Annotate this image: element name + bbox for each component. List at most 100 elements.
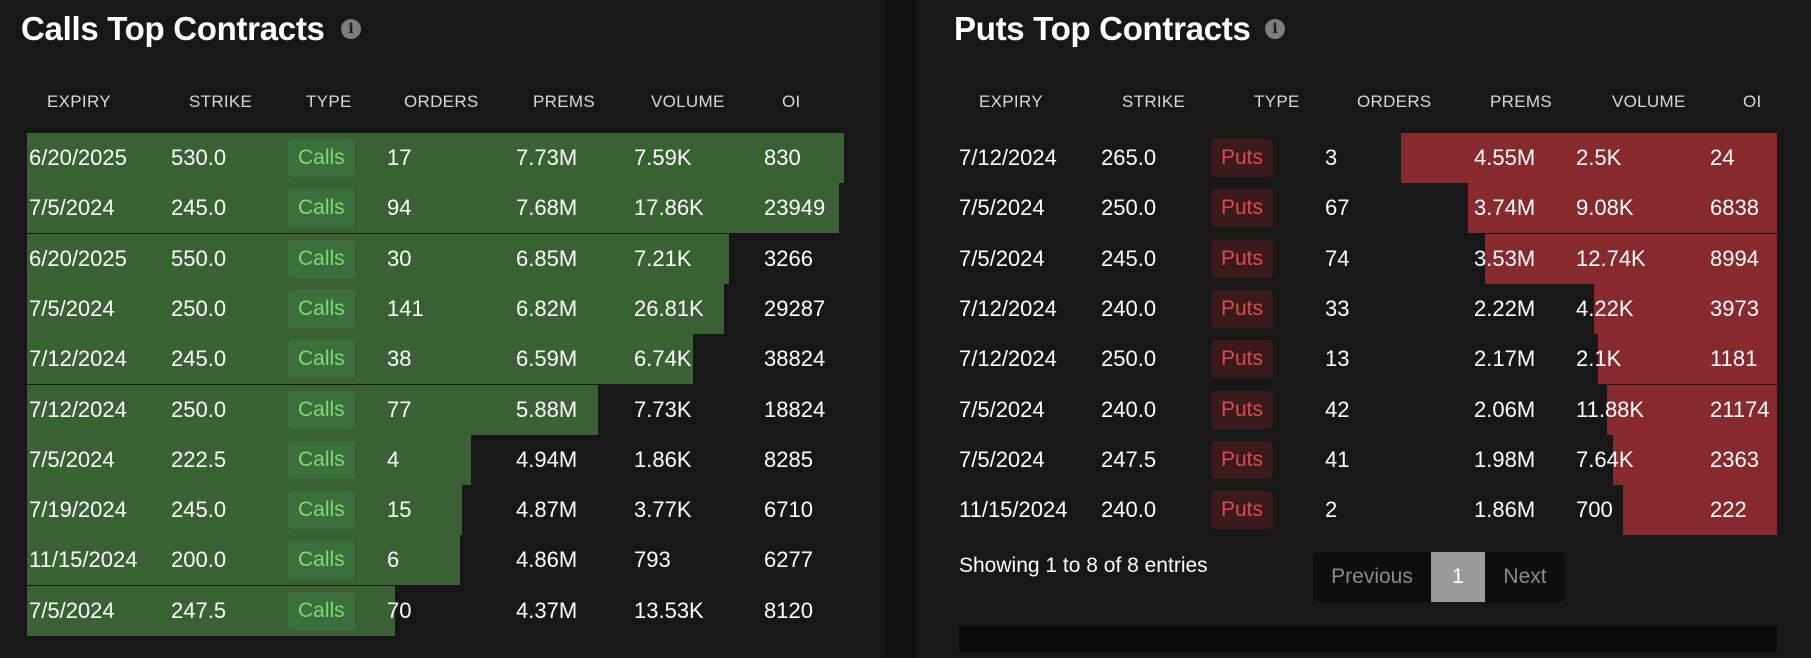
volume-cell: 12.74K	[1576, 245, 1646, 271]
column-header-type[interactable]: TYPE	[1254, 92, 1300, 111]
type-badge: Calls	[288, 390, 355, 429]
prems-cell: 1.98M	[1474, 446, 1536, 472]
page-1-button[interactable]: 1	[1431, 552, 1485, 602]
oi-cell: 3973	[1710, 295, 1759, 321]
oi-cell: 8994	[1710, 245, 1759, 271]
volume-cell: 700	[1576, 497, 1613, 523]
prems-cell: 2.22M	[1474, 295, 1536, 321]
type-badge: Calls	[288, 289, 355, 328]
previous-button[interactable]: Previous	[1331, 565, 1413, 588]
orders-cell: 70	[387, 597, 412, 623]
oi-cell: 8120	[764, 597, 813, 623]
table-row[interactable]: 7/5/2024 245.0 Puts 74 3.53M 12.74K 8994	[959, 233, 1777, 284]
type-badge: Puts	[1211, 289, 1274, 328]
pagination: Previous 1 Next	[1313, 552, 1565, 602]
volume-cell: 7.73K	[634, 396, 692, 422]
column-header-volume[interactable]: VOLUME	[651, 92, 725, 111]
prems-cell: 4.87M	[516, 497, 578, 523]
premium-bar	[1401, 133, 1777, 183]
expiry-cell: 7/12/2024	[959, 145, 1057, 170]
table-row[interactable]: 6/20/2025 550.0 Calls 30 6.85M 7.21K 3266	[27, 233, 886, 284]
column-header-expiry[interactable]: EXPIRY	[47, 92, 111, 111]
premium-bar	[1623, 485, 1777, 536]
column-header-strike[interactable]: STRIKE	[1122, 92, 1186, 111]
strike-cell: 250.0	[1101, 195, 1157, 221]
expiry-cell: 7/12/2024	[959, 346, 1057, 372]
table-row[interactable]: 7/19/2024 245.0 Calls 15 4.87M 3.77K 6710	[27, 485, 886, 536]
strike-cell: 245.0	[171, 497, 227, 523]
prems-cell: 6.59M	[516, 346, 578, 372]
column-header-oi[interactable]: OI	[1743, 92, 1762, 111]
table-row[interactable]: 11/15/2024 240.0 Puts 2 1.86M 700 222	[959, 485, 1777, 536]
type-badge: Puts	[1211, 139, 1274, 177]
orders-cell: 17	[387, 145, 412, 170]
table-row[interactable]: 7/5/2024 240.0 Puts 42 2.06M 11.88K 21174	[959, 384, 1777, 435]
volume-cell: 3.77K	[634, 497, 692, 523]
column-header-orders[interactable]: ORDERS	[404, 92, 479, 111]
column-header-expiry[interactable]: EXPIRY	[979, 92, 1043, 111]
orders-cell: 2	[1325, 497, 1338, 523]
expiry-cell: 7/12/2024	[29, 396, 127, 422]
oi-cell: 29287	[764, 295, 826, 321]
volume-cell: 2.5K	[1576, 145, 1622, 170]
table-row[interactable]: 7/5/2024 250.0 Calls 141 6.82M 26.81K 29287	[27, 283, 886, 334]
prems-cell: 7.73M	[516, 145, 578, 170]
orders-cell: 4	[387, 446, 400, 472]
strike-cell: 200.0	[171, 547, 227, 573]
volume-cell: 13.53K	[634, 597, 704, 623]
table-row[interactable]: 7/12/2024 250.0 Calls 77 5.88M 7.73K 18824	[27, 384, 886, 435]
table-row[interactable]: 7/5/2024 250.0 Puts 67 3.74M 9.08K 6838	[959, 183, 1777, 234]
column-header-oi[interactable]: OI	[782, 92, 801, 111]
column-header-strike[interactable]: STRIKE	[189, 92, 253, 111]
info-icon[interactable]: i	[1265, 19, 1285, 39]
strike-cell: 265.0	[1101, 145, 1157, 170]
table-row[interactable]: 7/12/2024 265.0 Puts 3 4.55M 2.5K 24	[959, 133, 1777, 183]
prems-cell: 4.94M	[516, 446, 578, 472]
column-header-prems[interactable]: PREMS	[1490, 92, 1552, 111]
strike-cell: 530.0	[171, 145, 227, 170]
type-badge: Calls	[288, 491, 355, 530]
expiry-cell: 7/5/2024	[29, 195, 115, 221]
oi-cell: 8285	[764, 446, 813, 472]
table-row[interactable]: 7/5/2024 247.5 Calls 70 4.37M 13.53K 8120	[27, 585, 886, 636]
strike-cell: 240.0	[1101, 497, 1157, 523]
prems-cell: 6.85M	[516, 245, 578, 271]
prems-cell: 2.06M	[1474, 396, 1536, 422]
strike-cell: 245.0	[171, 195, 227, 221]
table-row[interactable]: 7/12/2024 245.0 Calls 38 6.59M 6.74K 38824	[27, 334, 886, 385]
table-row[interactable]: 7/5/2024 247.5 Puts 41 1.98M 7.64K 2363	[959, 434, 1777, 485]
column-header-type[interactable]: TYPE	[306, 92, 352, 111]
expiry-cell: 7/12/2024	[29, 346, 127, 372]
info-icon[interactable]: i	[341, 19, 361, 39]
table-row[interactable]: 7/12/2024 240.0 Puts 33 2.22M 4.22K 3973	[959, 283, 1777, 334]
column-header-prems[interactable]: PREMS	[533, 92, 595, 111]
premium-bar	[1607, 384, 1777, 435]
expiry-cell: 6/20/2025	[29, 145, 127, 170]
next-button[interactable]: Next	[1503, 565, 1547, 588]
table-row[interactable]: 11/15/2024 200.0 Calls 6 4.86M 793 6277	[27, 535, 886, 586]
calls-title: Calls Top Contracts	[21, 10, 325, 47]
prems-cell: 2.17M	[1474, 346, 1536, 372]
panel-divider	[886, 0, 917, 658]
column-header-volume[interactable]: VOLUME	[1612, 92, 1686, 111]
strike-cell: 250.0	[1101, 346, 1157, 372]
type-badge: Calls	[288, 239, 355, 278]
expiry-cell: 11/15/2024	[959, 497, 1068, 523]
orders-cell: 141	[387, 295, 424, 321]
table-row[interactable]: 7/12/2024 250.0 Puts 13 2.17M 2.1K 1181	[959, 334, 1777, 385]
prems-cell: 5.88M	[516, 396, 578, 422]
table-row[interactable]: 7/5/2024 222.5 Calls 4 4.94M 1.86K 8285	[27, 434, 886, 485]
oi-cell: 23949	[764, 195, 826, 221]
type-badge: Calls	[288, 340, 355, 379]
orders-cell: 38	[387, 346, 412, 372]
table-scroll-strip	[959, 626, 1777, 652]
prems-cell: 7.68M	[516, 195, 578, 221]
type-badge: Puts	[1211, 440, 1274, 479]
strike-cell: 245.0	[1101, 245, 1157, 271]
orders-cell: 6	[387, 547, 400, 573]
prems-cell: 3.74M	[1474, 195, 1536, 221]
expiry-cell: 7/5/2024	[959, 396, 1045, 422]
column-header-orders[interactable]: ORDERS	[1357, 92, 1432, 111]
table-row[interactable]: 6/20/2025 530.0 Calls 17 7.73M 7.59K 830	[27, 133, 886, 183]
table-row[interactable]: 7/5/2024 245.0 Calls 94 7.68M 17.86K 23949	[27, 183, 886, 234]
